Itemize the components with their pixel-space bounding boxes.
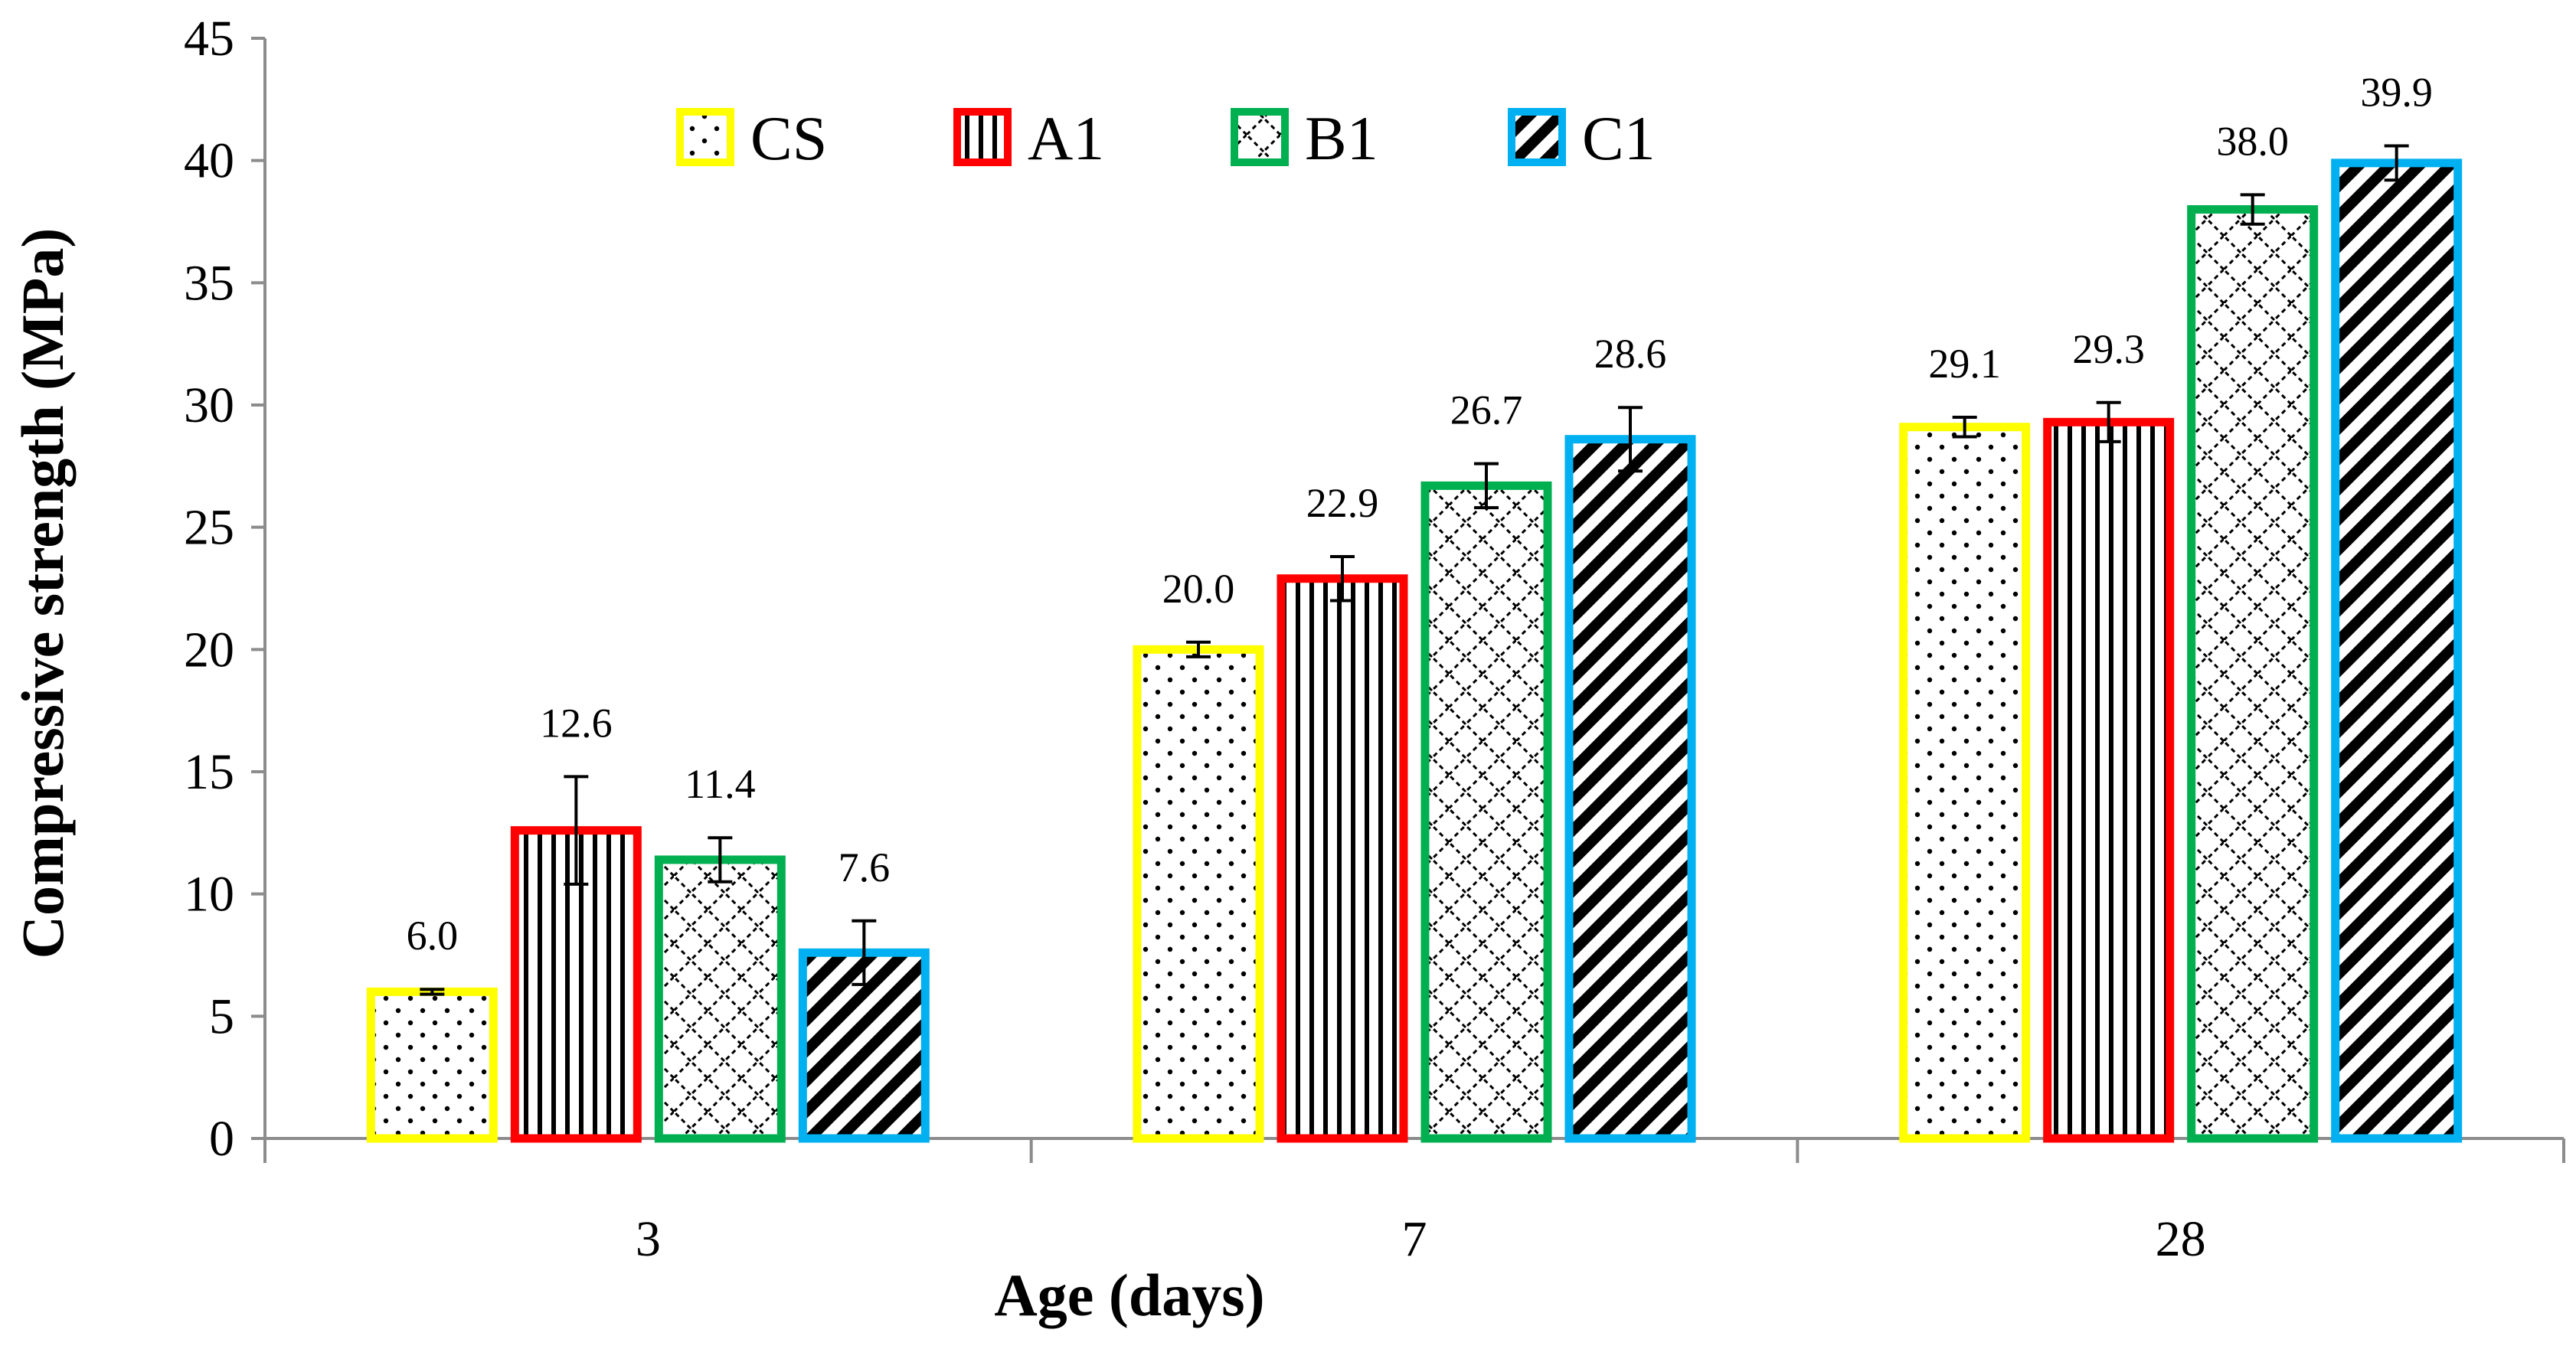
legend: CS A1 B1 C1 — [676, 103, 1656, 173]
x-category-label: 7 — [1402, 1211, 1427, 1267]
x-category-label: 28 — [2156, 1211, 2206, 1267]
bar-b1-7 — [1420, 481, 1552, 1143]
y-tick-label: 40 — [184, 133, 234, 189]
bar-c1-28 — [2331, 158, 2463, 1143]
data-label-a1-28: 29.3 — [2072, 326, 2145, 372]
bar-c1-7 — [1564, 435, 1696, 1143]
bar-cs-28 — [1899, 423, 2031, 1143]
y-tick-label: 20 — [184, 622, 234, 678]
data-label-a1-3: 12.6 — [540, 700, 613, 746]
data-label-cs-7: 20.0 — [1162, 566, 1235, 612]
data-label-c1-7: 28.6 — [1594, 331, 1667, 377]
legend-swatch-a1 — [953, 108, 1012, 166]
legend-swatch-b1 — [1231, 108, 1289, 166]
data-label-c1-28: 39.9 — [2360, 70, 2433, 116]
bar-cs-3 — [366, 987, 498, 1143]
y-tick-label: 25 — [184, 500, 234, 556]
y-tick-label: 0 — [209, 1111, 234, 1167]
bars-group — [366, 158, 2463, 1143]
data-label-a1-7: 22.9 — [1306, 480, 1379, 526]
data-labels-group: 6.0 20.0 29.1 12.6 22.9 29.3 11.4 26.7 38.0 7.6 28… — [407, 70, 2433, 959]
legend-swatch-cs — [676, 108, 734, 166]
x-category-label: 3 — [636, 1211, 661, 1267]
data-label-cs-28: 29.1 — [1928, 341, 2001, 387]
bar-cs-7 — [1133, 645, 1264, 1143]
x-axis: 3 7 28 — [263, 1137, 2565, 1267]
error-bars-group — [420, 144, 2409, 996]
y-axis-title: Compressive strength (MPa) — [9, 228, 76, 959]
y-tick-label: 15 — [184, 744, 234, 800]
bar-a1-3 — [510, 826, 642, 1143]
data-label-cs-3: 6.0 — [407, 913, 459, 959]
bar-a1-7 — [1277, 574, 1408, 1143]
legend-label-c1: C1 — [1582, 103, 1656, 173]
y-tick-label: 35 — [184, 255, 234, 311]
x-axis-title: Age (days) — [994, 1262, 1264, 1328]
bar-b1-28 — [2187, 205, 2319, 1143]
legend-label-cs: CS — [750, 103, 827, 173]
y-tick-label: 5 — [209, 988, 234, 1044]
legend-swatch-c1 — [1508, 108, 1566, 166]
y-tick-label: 45 — [184, 11, 234, 67]
y-tick-label: 30 — [184, 377, 234, 433]
y-axis: 0 5 10 15 20 25 30 35 40 45 — [184, 11, 266, 1167]
data-label-c1-3: 7.6 — [839, 844, 891, 890]
y-tick-label: 10 — [184, 867, 234, 923]
legend-label-b1: B1 — [1305, 103, 1378, 173]
bar-a1-28 — [2043, 417, 2175, 1143]
legend-label-a1: A1 — [1028, 103, 1104, 173]
bar-b1-3 — [654, 855, 786, 1143]
data-label-b1-3: 11.4 — [685, 761, 756, 807]
data-label-b1-28: 38.0 — [2216, 118, 2289, 164]
data-label-b1-7: 26.7 — [1450, 387, 1523, 433]
